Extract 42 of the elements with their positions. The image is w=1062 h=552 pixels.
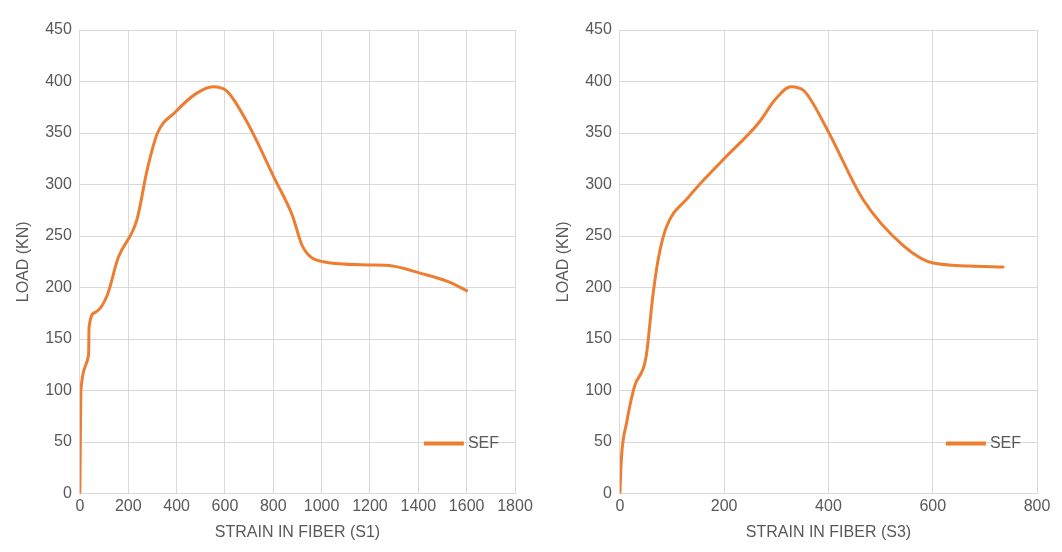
x-tick-label: 400 (163, 496, 191, 514)
y-tick-label: 200 (45, 277, 72, 295)
x-axis-title: STRAIN IN FIBER (S1) (214, 522, 381, 540)
y-tick-label: 350 (45, 123, 72, 141)
y-tick-label: 200 (585, 277, 612, 295)
y-tick-label: 250 (585, 226, 612, 244)
x-tick-label: 1600 (448, 496, 485, 514)
x-tick-label: 600 (919, 496, 947, 514)
y-tick-label: 350 (585, 123, 612, 141)
legend-label: SEF (989, 434, 1022, 452)
x-tick-label: 1800 (497, 496, 533, 514)
y-tick-label: 50 (594, 432, 612, 450)
x-tick-label: 1000 (303, 496, 340, 514)
x-tick-label: 200 (710, 496, 738, 514)
y-tick-label: 300 (585, 174, 612, 192)
x-tick-label: 1200 (352, 496, 388, 514)
y-tick-label: 0 (62, 484, 72, 502)
x-axis-title: STRAIN IN FIBER (S3) (745, 522, 912, 540)
y-tick-label: 100 (585, 380, 612, 398)
y-tick-label: 150 (45, 329, 72, 347)
y-tick-label: 300 (45, 174, 72, 192)
y-axis-title: LOAD (KN) (14, 221, 32, 303)
y-tick-label: 450 (45, 20, 72, 38)
y-tick-label: 100 (45, 380, 72, 398)
y-tick-label: 150 (585, 329, 612, 347)
x-tick-label: 800 (259, 496, 287, 514)
x-tick-label: 800 (1023, 496, 1051, 514)
y-tick-label: 400 (585, 71, 612, 89)
x-tick-label: 0 (615, 496, 625, 514)
x-tick-label: 1400 (400, 496, 437, 514)
line-series (79, 85, 469, 494)
x-tick-label: 400 (815, 496, 842, 514)
x-tick-label: 600 (211, 496, 239, 514)
x-tick-label: 0 (75, 496, 85, 514)
x-tick-label: 200 (114, 496, 142, 514)
y-tick-label: 450 (585, 20, 612, 38)
y-axis-title: LOAD (KN) (554, 221, 572, 303)
y-tick-label: 0 (602, 484, 612, 502)
y-tick-label: 50 (54, 432, 72, 450)
y-tick-label: 250 (45, 226, 72, 244)
y-tick-label: 400 (45, 71, 72, 89)
legend-label: SEF (467, 434, 500, 452)
